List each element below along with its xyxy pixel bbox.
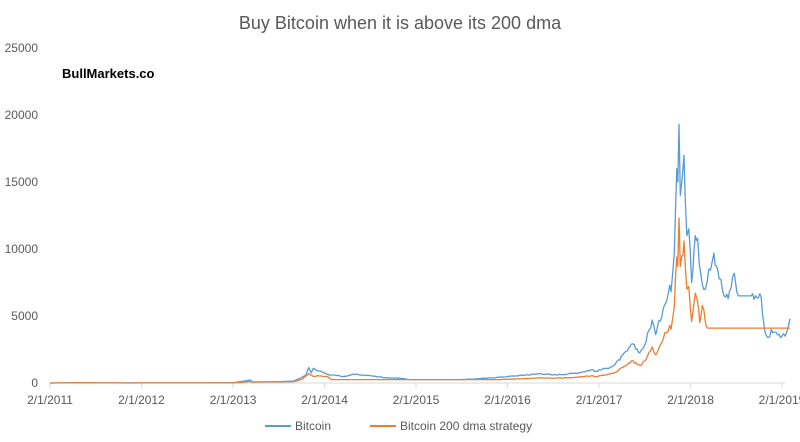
x-tick-label: 2/1/2018 — [667, 393, 714, 407]
y-tick-label: 20000 — [5, 108, 39, 122]
x-tick-label: 2/1/2017 — [576, 393, 623, 407]
x-tick-label: 2/1/2016 — [484, 393, 531, 407]
series-layer — [50, 123, 791, 384]
legend: Bitcoin Bitcoin 200 dma strategy — [265, 419, 532, 433]
x-tick-label: 2/1/2019 — [759, 393, 800, 407]
y-tick-label: 0 — [31, 376, 38, 390]
legend-label: Bitcoin — [295, 419, 331, 433]
y-tick-label: 15000 — [5, 175, 39, 189]
x-tick-label: 2/1/2012 — [118, 393, 165, 407]
watermark-text: BullMarkets.co — [62, 66, 155, 81]
series-line-bitcoin — [50, 123, 791, 384]
series-line-strategy — [50, 217, 790, 384]
x-tick-label: 2/1/2011 — [27, 393, 73, 407]
y-tick-label: 25000 — [5, 41, 39, 55]
y-tick-label: 5000 — [11, 309, 38, 323]
y-tick-label: 10000 — [5, 242, 39, 256]
x-tick-label: 2/1/2015 — [393, 393, 440, 407]
y-axis: 0 5000 10000 15000 20000 25000 — [5, 41, 39, 390]
chart-title: Buy Bitcoin when it is above its 200 dma — [239, 13, 562, 33]
legend-label: Bitcoin 200 dma strategy — [400, 419, 532, 433]
x-axis: 2/1/2011 2/1/2012 2/1/2013 2/1/2014 2/1/2015… — [27, 382, 800, 407]
x-tick-label: 2/1/2013 — [210, 393, 257, 407]
x-tick-label: 2/1/2014 — [301, 393, 348, 407]
